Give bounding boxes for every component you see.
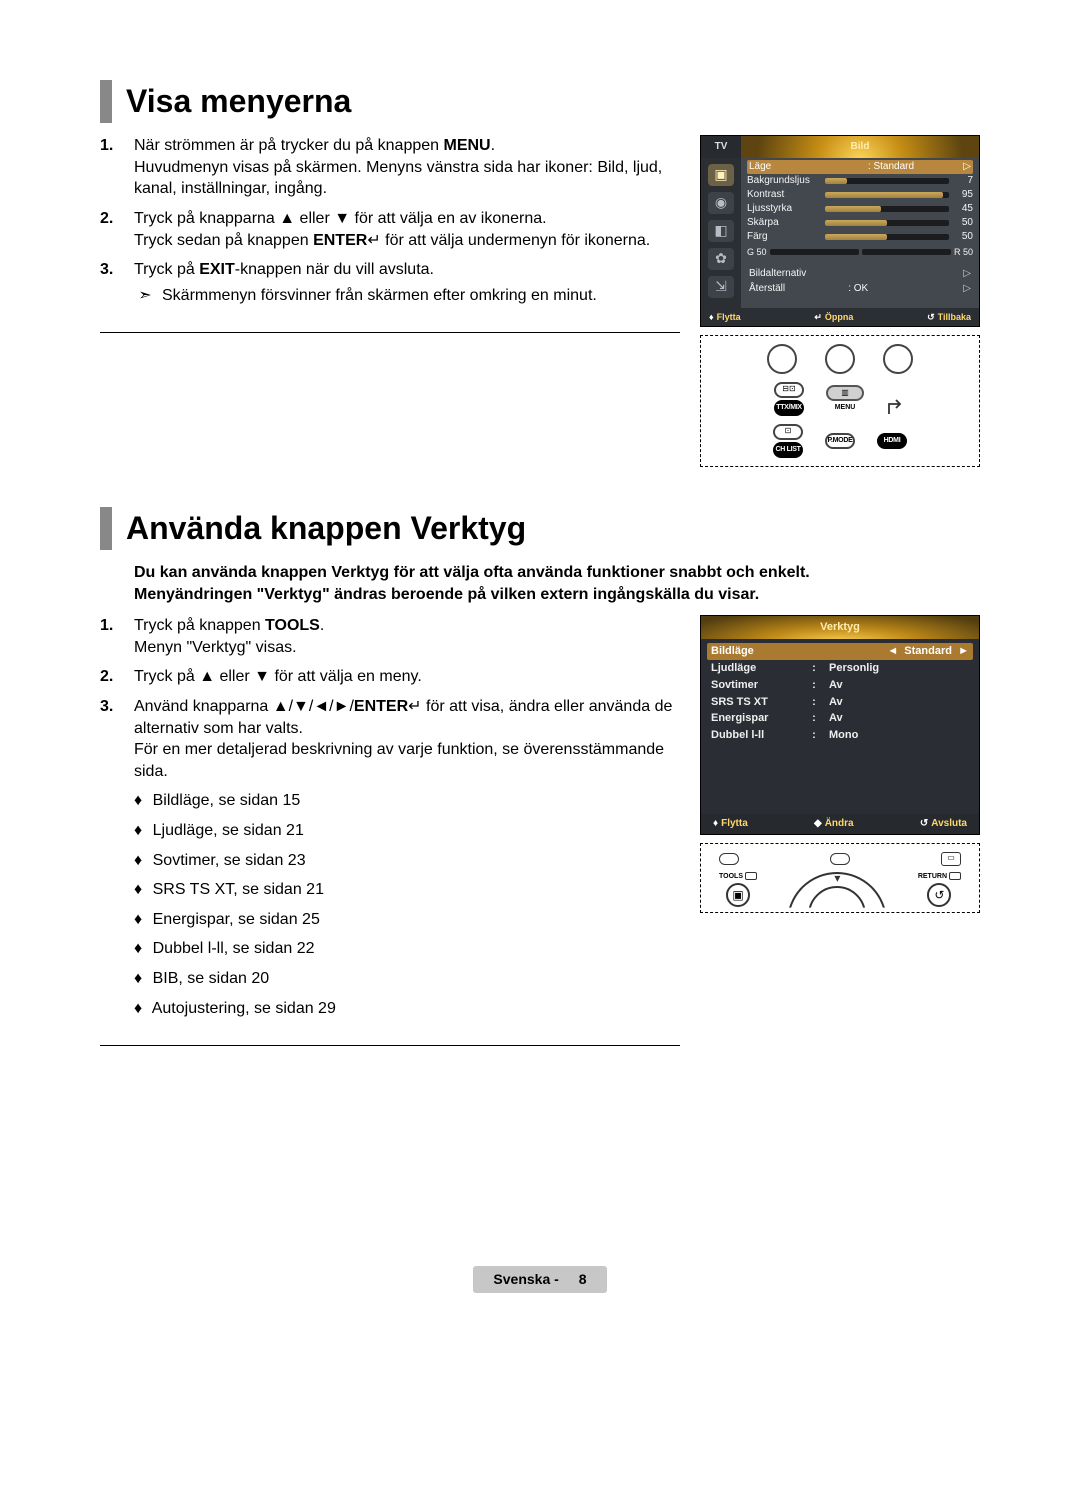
- s2step1-text: Tryck på knappen TOOLS.Menyn "Verktyg" v…: [134, 617, 324, 656]
- diamond-item: Sovtimer, se sidan 23: [134, 850, 680, 872]
- page-footer: Svenska - 8: [100, 1266, 980, 1293]
- remote2: ▭ TOOLS ▣ ▾ RETURN ↺: [700, 843, 980, 913]
- arrow-icon: [886, 398, 906, 418]
- tools-label: TOOLS: [719, 872, 743, 881]
- s2step3-text: Använd knapparna ▲/▼/◄/►/ENTER↵ för att …: [134, 698, 672, 780]
- section2-heading: Använda knappen Verktyg: [100, 507, 980, 550]
- pmode-button: P.MODE: [825, 433, 855, 449]
- osd-footer: ♦Flytta ↵Öppna ↺Tillbaka: [701, 308, 979, 326]
- s2step1-num: 1.: [100, 615, 128, 637]
- osd-simple-2: Återställ : OK ▷: [747, 281, 973, 297]
- diamond-item: BIB, se sidan 20: [134, 968, 680, 990]
- step3-num: 3.: [100, 259, 128, 281]
- return-label: RETURN: [918, 872, 947, 881]
- osd-row: Kontrast95: [747, 188, 973, 202]
- step3-note: Skärmmenyn försvinner från skärmen efter…: [162, 285, 597, 307]
- step1-text: När strömmen är på trycker du på knappen…: [134, 137, 662, 197]
- section2-body: 1. Tryck på knappen TOOLS.Menyn "Verktyg…: [100, 615, 980, 1046]
- s2step3-num: 3.: [100, 696, 128, 718]
- tools-title: Verktyg: [701, 616, 979, 639]
- icon-sound: ◉: [708, 192, 734, 214]
- remote1: ⊟⊡ TTX/MIX ▥ MENU ⊡ CH LIST P.MODE: [700, 335, 980, 467]
- s2step2-text: Tryck på ▲ eller ▼ för att välja en meny…: [134, 668, 422, 685]
- osd-row: Ljusstyrka45: [747, 202, 973, 216]
- section2-steps: 1. Tryck på knappen TOOLS.Menyn "Verktyg…: [100, 615, 680, 1019]
- osd-row: Bakgrundsljus7: [747, 174, 973, 188]
- menu-label: MENU: [835, 403, 856, 412]
- tools-row: Sovtimer:Av: [711, 677, 969, 694]
- remote-circ: [825, 344, 855, 374]
- diamond-item: Bildläge, se sidan 15: [134, 790, 680, 812]
- tools-row: Ljudläge:Personlig: [711, 660, 969, 677]
- remote2-pill: [830, 853, 850, 865]
- osd-bild: TV Bild ▣ ◉ ◧ ✿ ⇲ Läge : Standard ▷: [700, 135, 980, 327]
- remote2-pill: [719, 853, 739, 865]
- step3-text: Tryck på EXIT-knappen när du vill avslut…: [134, 261, 434, 278]
- tools-row: Energispar:Av: [711, 710, 969, 727]
- diamond-item: Ljudläge, se sidan 21: [134, 820, 680, 842]
- icon-input: ⇲: [708, 276, 734, 298]
- tools-footer: ♦Flytta ◆Ändra ↺Avsluta: [701, 814, 979, 834]
- osd-tv-label: TV: [701, 136, 741, 158]
- remote-oval: [891, 380, 901, 396]
- step2-text: Tryck på knapparna ▲ eller ▼ för att väl…: [134, 210, 650, 249]
- tools-row: Bildläge◄ Standard ►: [707, 643, 973, 660]
- diamond-list: Bildläge, se sidan 15 Ljudläge, se sidan…: [134, 790, 680, 1019]
- diamond-item: Energispar, se sidan 25: [134, 909, 680, 931]
- remote-circ: [883, 344, 913, 374]
- remote-oval: ⊟⊡: [774, 382, 804, 398]
- tools-row: Dubbel l-ll:Mono: [711, 727, 969, 744]
- remote2-e-icon: ▭: [941, 852, 961, 866]
- ttxmix-button: TTX/MIX: [774, 400, 804, 416]
- remote2-dpad: ▾: [787, 872, 887, 908]
- tools-osd: Verktyg Bildläge◄ Standard ►Ljudläge:Per…: [700, 615, 980, 834]
- osd-gr-row: G 50 R 50: [747, 246, 973, 258]
- diamond-item: Dubbel l-ll, se sidan 22: [134, 938, 680, 960]
- osd-title: Bild: [741, 136, 979, 158]
- icon-picture: ▣: [708, 164, 734, 186]
- remote-oval-menu: ▥: [826, 385, 864, 401]
- step1-num: 1.: [100, 135, 128, 157]
- s2step2-num: 2.: [100, 666, 128, 688]
- icon-setup: ✿: [708, 248, 734, 270]
- osd-iconcol: ▣ ◉ ◧ ✿ ⇲: [701, 158, 741, 308]
- osd-row-sel: Läge : Standard ▷: [747, 160, 973, 174]
- diamond-item: Autojustering, se sidan 29: [134, 998, 680, 1020]
- osd-simple-1: Bildalternativ ▷: [747, 266, 973, 282]
- diamond-item: SRS TS XT, se sidan 21: [134, 879, 680, 901]
- icon-channel: ◧: [708, 220, 734, 242]
- section2-intro: Du kan använda knappen Verktyg för att v…: [100, 562, 980, 605]
- osd-row: Färg50: [747, 230, 973, 244]
- remote-circ: [767, 344, 797, 374]
- chlist-button: CH LIST: [773, 442, 803, 458]
- section1-heading: Visa menyerna: [100, 80, 980, 123]
- section1-body: 1. När strömmen är på trycker du på knap…: [100, 135, 980, 467]
- note-icon: ➣: [134, 285, 156, 307]
- return-button: ↺: [927, 883, 951, 907]
- step2-num: 2.: [100, 208, 128, 230]
- hdmi-button: HDMI: [877, 433, 907, 449]
- osd-row: Skärpa50: [747, 216, 973, 230]
- remote-oval: ⊡: [773, 424, 803, 440]
- tools-button: ▣: [726, 883, 750, 907]
- section1-steps: 1. När strömmen är på trycker du på knap…: [100, 135, 680, 306]
- tools-row: SRS TS XT:Av: [711, 694, 969, 711]
